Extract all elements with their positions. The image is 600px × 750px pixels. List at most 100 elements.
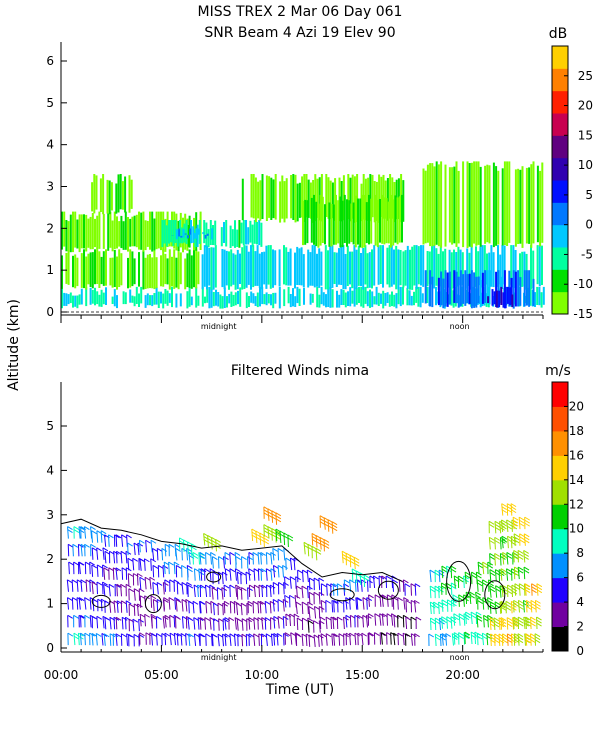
wind-barb — [127, 573, 134, 586]
snr-cell — [127, 217, 129, 252]
snr-cell — [203, 220, 206, 244]
wind-barb — [260, 568, 267, 581]
wind-barb — [354, 632, 361, 646]
wind-barb — [247, 587, 253, 600]
snr-cell — [254, 251, 257, 286]
snr-cell — [382, 245, 384, 288]
wind-barb — [501, 535, 508, 549]
snr-cell — [493, 291, 496, 305]
wind-barb — [127, 557, 134, 571]
wind-barb — [518, 516, 525, 530]
snr-cell — [160, 255, 162, 287]
winds-y-tick-label: 2 — [46, 552, 54, 566]
wind-barb — [295, 601, 302, 615]
snr-cell — [433, 245, 436, 289]
snr-cell — [437, 253, 440, 290]
snr-cell — [149, 295, 151, 306]
snr-cell — [486, 253, 488, 285]
snr-cell — [408, 290, 411, 306]
snr-cell — [234, 254, 237, 290]
snr-cell — [153, 218, 156, 251]
wind-barb — [320, 583, 327, 596]
snr-cell — [331, 182, 334, 219]
snr-cell — [455, 161, 458, 247]
wind-barb — [430, 617, 436, 631]
wind-barb — [372, 575, 379, 589]
wind-barb — [282, 564, 288, 578]
snr-cell — [195, 286, 198, 308]
winds-colorbar-segment — [552, 406, 568, 432]
wind-barb — [78, 614, 85, 628]
snr-cell — [440, 271, 443, 306]
snr-cell — [190, 296, 193, 306]
winds-colorbar-ticks: 0 2 4 6 8 10 12 14 16 18 20 — [564, 399, 584, 658]
snr-cell — [256, 245, 259, 286]
winds-colorbar — [551, 381, 569, 652]
snr-cell — [378, 174, 381, 223]
snr-cell — [450, 252, 453, 289]
wind-barb — [73, 526, 80, 539]
snr-cell — [116, 256, 118, 290]
wind-barb — [535, 599, 541, 613]
wind-barb — [306, 569, 313, 583]
snr-colorbar-tick-label: -5 — [581, 247, 593, 261]
snr-cell — [503, 161, 506, 245]
wind-barb — [211, 633, 218, 647]
wind-barb — [315, 547, 322, 561]
snr-cell — [448, 167, 451, 243]
wind-barb — [83, 526, 90, 539]
wind-barb — [502, 633, 508, 646]
snr-cell — [116, 295, 118, 309]
snr-cell — [160, 211, 162, 251]
snr-cell — [401, 194, 403, 243]
snr-cell — [466, 161, 469, 248]
snr-cell — [292, 288, 294, 307]
snr-cell — [448, 271, 451, 305]
wind-barb — [233, 633, 240, 646]
snr-cell — [479, 279, 482, 308]
wind-barb — [229, 633, 236, 646]
wind-barb — [67, 614, 73, 628]
snr-cell — [111, 257, 114, 288]
wind-barb — [102, 564, 108, 577]
snr-cell — [306, 200, 309, 244]
snr-cell — [359, 198, 362, 248]
wind-barb — [96, 547, 102, 560]
snr-cell — [292, 174, 295, 220]
snr-cell — [375, 286, 378, 305]
wind-barb — [73, 614, 79, 628]
wind-column — [247, 552, 265, 646]
snr-region — [201, 245, 402, 290]
snr-cell — [402, 286, 404, 305]
wind-barb — [265, 568, 272, 581]
snr-cell — [168, 293, 171, 303]
snr-cell — [355, 288, 358, 305]
snr-cell — [525, 167, 528, 244]
snr-cell — [93, 174, 96, 214]
snr-cell — [138, 211, 140, 250]
snr-cell — [540, 292, 543, 308]
snr-cell — [210, 247, 213, 290]
snr-cell — [265, 292, 268, 306]
snr-cell — [301, 176, 304, 218]
wind-barb — [493, 617, 500, 630]
snr-cell — [532, 161, 535, 244]
snr-cell — [536, 245, 539, 285]
snr-cell — [353, 287, 356, 307]
wind-barb — [90, 543, 96, 557]
snr-cell — [231, 229, 234, 247]
snr-cell — [517, 270, 520, 307]
snr-colorbar-tick-label: -10 — [573, 277, 593, 291]
snr-noon-marker: noon — [450, 322, 470, 331]
snr-cell — [542, 286, 545, 305]
snr-cell — [193, 249, 195, 288]
winds-colorbar-tick-label: 2 — [576, 620, 584, 634]
snr-cell — [435, 161, 438, 245]
wind-barb — [301, 585, 308, 599]
wind-barb — [534, 633, 541, 646]
snr-cell — [76, 257, 79, 287]
wind-barb — [276, 633, 283, 646]
snr-cell — [242, 220, 245, 246]
snr-cell — [530, 245, 532, 289]
wind-barb — [429, 585, 436, 599]
